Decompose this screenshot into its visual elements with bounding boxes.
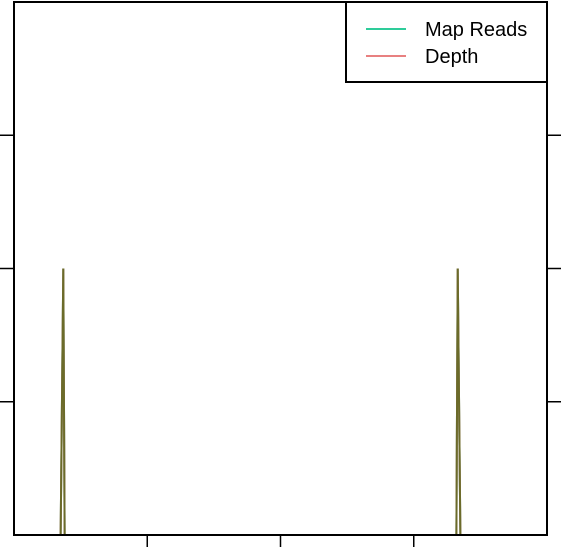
legend: Map Reads Depth: [346, 2, 547, 82]
series-overlap-line: [14, 269, 547, 536]
series-line-depth: [14, 269, 547, 536]
legend-label-map-reads: Map Reads: [425, 19, 527, 41]
series-line-map-reads: [14, 269, 547, 536]
legend-box: [346, 2, 547, 82]
legend-label-depth: Depth: [425, 46, 478, 68]
axis-ticks: [0, 135, 561, 547]
series-layer: [14, 269, 547, 536]
